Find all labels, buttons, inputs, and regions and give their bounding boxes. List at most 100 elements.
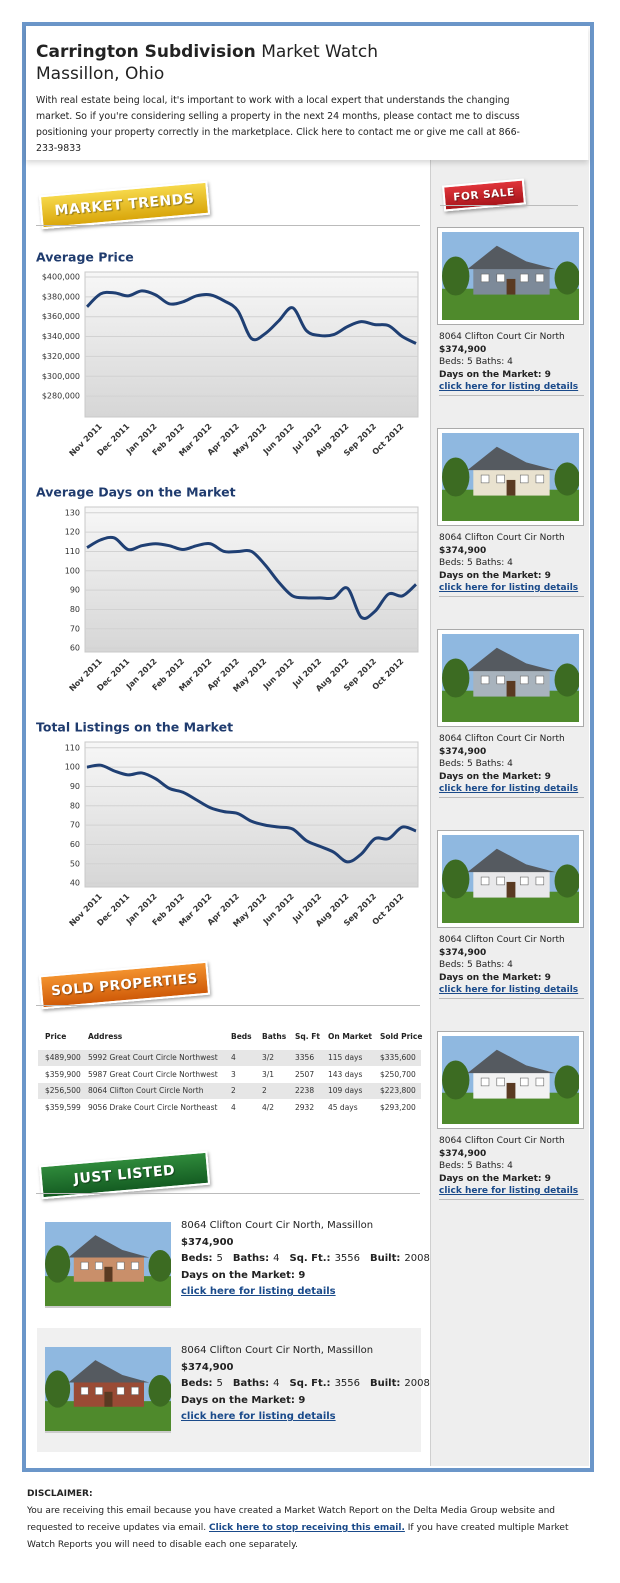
title-rest: Market Watch <box>261 42 378 62</box>
roof <box>68 1235 150 1258</box>
tree <box>554 1065 580 1099</box>
plot-area <box>84 271 419 418</box>
chart: Average Days on the Market 60 70 80 90 100 110… <box>36 485 419 694</box>
table-cell: 5992 Great Court Circle Northwest <box>88 1053 218 1062</box>
y-tick-label: 50 <box>70 859 80 868</box>
door <box>506 479 516 496</box>
listing: 8064 Clifton Court Cir North, Massillon $… <box>181 1218 430 1301</box>
table-cell: $256,500 <box>45 1086 81 1095</box>
window <box>116 1386 125 1395</box>
window <box>519 876 529 886</box>
roof <box>68 1360 150 1383</box>
house-image <box>442 232 580 320</box>
listing-link[interactable]: click here for listing details <box>439 783 584 798</box>
unsubscribe-link[interactable]: Click here to stop receiving this email. <box>209 1523 405 1533</box>
y-tick-label: 100 <box>65 566 80 575</box>
photo <box>437 830 584 928</box>
listing-link[interactable]: click here for listing details <box>439 582 584 597</box>
roof <box>467 1049 556 1074</box>
title-bold: Carrington Subdivision <box>36 42 256 62</box>
divider <box>440 205 578 206</box>
column-header: Sq. Ft <box>295 1032 320 1041</box>
chart-title: Average Price <box>36 250 134 265</box>
detail-value: 5 <box>216 1253 223 1264</box>
listing: 8064 Clifton Court Cir North, Massillon $… <box>181 1343 430 1426</box>
photo <box>437 629 584 727</box>
disclaimer-heading: DISCLAIMER: <box>27 1489 93 1499</box>
house-image <box>45 1347 172 1431</box>
listing-link[interactable]: click here for listing details <box>181 1411 336 1422</box>
tree <box>442 859 470 899</box>
y-tick-label: 110 <box>65 743 80 752</box>
listing-address: 8064 Clifton Court Cir North, Massillon <box>181 1345 374 1356</box>
table-cell: 3 <box>231 1069 236 1079</box>
window <box>480 876 490 886</box>
disclaimer-text: You are receiving this email because you… <box>27 1506 556 1533</box>
window <box>80 1261 89 1270</box>
disclaimer-text: If you have created multiple Market Watc… <box>27 1523 569 1550</box>
column-header: On Market <box>328 1032 373 1041</box>
window <box>480 675 490 685</box>
table-row <box>38 1050 421 1066</box>
table-row <box>38 1066 421 1083</box>
tree <box>442 457 470 497</box>
y-tick-label: $280,000 <box>42 392 80 401</box>
detail-label: Built: <box>370 1253 401 1264</box>
listing-beds-baths: Beds: 5 Baths: 4 <box>439 1161 513 1171</box>
listing-link[interactable]: click here for listing details <box>439 381 584 396</box>
house-image <box>442 433 580 521</box>
y-tick-label: 90 <box>70 586 80 595</box>
divider <box>36 225 420 226</box>
window <box>496 474 505 484</box>
door <box>104 1266 113 1282</box>
door <box>506 278 516 295</box>
tree <box>554 663 580 697</box>
window <box>480 474 490 484</box>
y-tick-label: 80 <box>70 605 80 614</box>
table-cell: $489,900 <box>45 1053 81 1062</box>
for-sale-item: 8064 Clifton Court Cir North $374,900 Beds… <box>439 733 584 798</box>
window <box>496 273 505 283</box>
table-cell: 3/2 <box>262 1053 275 1062</box>
table-cell: 2 <box>262 1086 267 1095</box>
detail-label: Built: <box>370 1378 401 1389</box>
door <box>506 680 516 697</box>
tree <box>554 261 580 295</box>
table-cell: 4 <box>231 1053 236 1062</box>
table-cell: $359,900 <box>45 1069 81 1079</box>
detail-label: Beds: <box>181 1378 213 1389</box>
window <box>80 1386 89 1395</box>
disclaimer: DISCLAIMER: You are receiving this email… <box>27 1486 597 1554</box>
table-cell: 2507 <box>295 1069 315 1079</box>
detail-value: 3556 <box>334 1378 361 1389</box>
table-cell: 2 <box>231 1086 236 1095</box>
table-cell: 4 <box>231 1102 236 1112</box>
detail-value: 5 <box>216 1378 223 1389</box>
for-sale-item: 8064 Clifton Court Cir North $374,900 Beds… <box>439 934 584 999</box>
photo <box>45 1222 172 1308</box>
table-cell: 4/2 <box>262 1102 275 1112</box>
listing-address: 8064 Clifton Court Cir North, Massillon <box>181 1220 374 1231</box>
window <box>131 1386 139 1395</box>
detail-label: Sq. Ft.: <box>289 1253 331 1264</box>
for-sale-item: 8064 Clifton Court Cir North $374,900 Beds… <box>439 532 584 597</box>
listing-link[interactable]: click here for listing details <box>439 1185 584 1200</box>
window <box>519 474 529 484</box>
line-series <box>85 289 417 345</box>
y-tick-label: 60 <box>70 644 80 653</box>
tree <box>148 1375 172 1407</box>
window <box>496 675 505 685</box>
listing-days: Days on the Market: 9 <box>439 1173 551 1184</box>
listing-link[interactable]: click here for listing details <box>439 984 584 999</box>
plot-area <box>84 741 419 888</box>
tree <box>442 1060 470 1100</box>
window <box>535 474 545 484</box>
detail-label: Beds: <box>181 1253 213 1264</box>
for-sale-item: 8064 Clifton Court Cir North $374,900 Beds… <box>439 1135 584 1200</box>
tree <box>554 864 580 898</box>
photo <box>45 1347 172 1433</box>
listing-link[interactable]: click here for listing details <box>181 1286 336 1297</box>
divider <box>36 1005 420 1006</box>
frame <box>22 22 594 1472</box>
listing-address: 8064 Clifton Court Cir North <box>439 1136 565 1146</box>
